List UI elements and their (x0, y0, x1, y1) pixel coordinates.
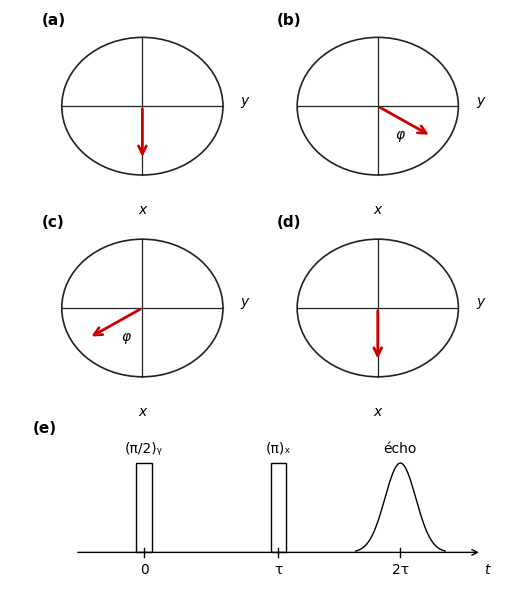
Text: (c): (c) (42, 215, 65, 230)
Text: (a): (a) (42, 14, 66, 28)
Text: 2τ: 2τ (392, 563, 409, 577)
Text: x: x (138, 405, 146, 418)
Text: (π/2)ᵧ: (π/2)ᵧ (125, 442, 163, 456)
Text: y: y (476, 296, 484, 310)
Text: 0: 0 (140, 563, 148, 577)
Text: x: x (374, 203, 382, 217)
Text: (d): (d) (277, 215, 301, 230)
Text: t: t (484, 563, 489, 577)
Text: τ: τ (274, 563, 282, 577)
Text: (e): (e) (32, 421, 57, 436)
Text: y: y (241, 296, 249, 310)
Text: φ: φ (122, 330, 131, 344)
Text: y: y (476, 94, 484, 108)
Text: (b): (b) (277, 14, 302, 28)
Text: x: x (138, 203, 146, 217)
Bar (136, 463, 152, 553)
Text: (π)ₓ: (π)ₓ (266, 442, 291, 456)
Text: x: x (374, 405, 382, 418)
Text: φ: φ (395, 128, 404, 142)
Text: y: y (241, 94, 249, 108)
Text: écho: écho (384, 442, 417, 456)
Bar (271, 463, 286, 553)
